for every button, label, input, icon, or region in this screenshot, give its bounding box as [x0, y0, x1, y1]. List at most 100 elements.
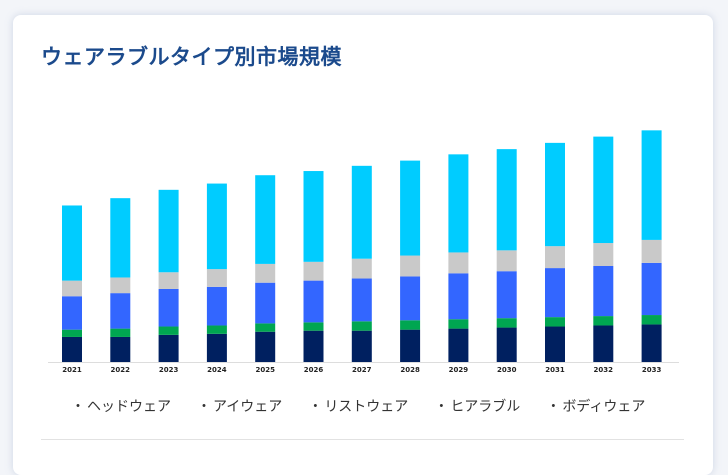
bar-segment-2024-0[interactable] — [206, 333, 227, 362]
bars-group — [62, 130, 662, 362]
bar-segment-2028-4[interactable] — [400, 160, 421, 256]
x-tick-label: 2027 — [352, 366, 372, 374]
bar-segment-2033-4[interactable] — [641, 130, 662, 240]
x-tick-label: 2030 — [497, 366, 517, 374]
x-tick-labels: 2021 2022 2023 2024 2025 2026 2027 2028 2029 2030… — [62, 366, 661, 374]
bar-segment-2027-1[interactable] — [351, 321, 372, 331]
divider — [41, 439, 684, 440]
bar-segment-2027-4[interactable] — [351, 165, 372, 259]
legend-label: アイウェア — [213, 399, 283, 415]
legend: ・ヘッドウェア ・アイウェア ・リストウェア ・ヒアラブル ・ボディウェア — [71, 396, 671, 416]
bar-segment-2033-1[interactable] — [641, 315, 662, 325]
x-tick-label: 2029 — [449, 366, 469, 374]
bar-segment-2022-4[interactable] — [110, 198, 131, 278]
bar-segment-2024-2[interactable] — [206, 286, 227, 326]
bar-segment-2026-4[interactable] — [303, 171, 324, 262]
legend-item-headwear[interactable]: ・ヘッドウェア — [71, 396, 171, 416]
bar-segment-2021-1[interactable] — [62, 329, 82, 337]
bar-segment-2026-3[interactable] — [303, 261, 324, 281]
bar-segment-2023-4[interactable] — [158, 189, 179, 273]
bar-segment-2031-1[interactable] — [545, 317, 565, 327]
bar-segment-2024-1[interactable] — [206, 325, 227, 334]
bar-segment-2027-3[interactable] — [351, 258, 372, 279]
bar-segment-2022-0[interactable] — [110, 336, 131, 362]
chart-card: ウェアラブルタイプ別市場規模 2021 2022 2023 2024 2025 2026 2… — [13, 15, 713, 475]
bar-segment-2029-4[interactable] — [448, 154, 469, 253]
bar-segment-2027-2[interactable] — [351, 278, 372, 322]
bar-segment-2030-1[interactable] — [496, 318, 517, 328]
x-tick-label: 2033 — [642, 366, 662, 374]
x-tick-label: 2022 — [111, 366, 131, 374]
bar-segment-2029-2[interactable] — [448, 273, 469, 320]
bar-segment-2031-0[interactable] — [545, 326, 565, 362]
bar-segment-2033-0[interactable] — [641, 324, 662, 362]
bar-segment-2033-3[interactable] — [641, 239, 662, 263]
bar-segment-2023-3[interactable] — [158, 272, 179, 289]
x-tick-label: 2026 — [304, 366, 324, 374]
bar-segment-2026-0[interactable] — [303, 330, 324, 362]
x-tick-label: 2025 — [255, 366, 275, 374]
legend-item-wristwear[interactable]: ・リストウェア — [308, 396, 408, 416]
legend-label: ヒアラブル — [450, 399, 521, 415]
legend-bullet: ・ — [197, 399, 211, 415]
bar-segment-2025-0[interactable] — [255, 331, 276, 362]
legend-item-bodywear[interactable]: ・ボディウェア — [546, 396, 645, 416]
bar-segment-2030-4[interactable] — [496, 149, 517, 251]
bar-segment-2021-4[interactable] — [62, 205, 82, 281]
bar-segment-2021-2[interactable] — [62, 296, 82, 330]
bar-segment-2030-0[interactable] — [496, 327, 517, 362]
bar-segment-2025-4[interactable] — [255, 175, 276, 264]
bar-segment-2025-3[interactable] — [255, 263, 276, 283]
bar-segment-2028-1[interactable] — [400, 320, 421, 330]
bar-segment-2032-4[interactable] — [593, 136, 614, 244]
x-tick-label: 2023 — [159, 366, 179, 374]
x-tick-label: 2024 — [207, 366, 227, 374]
bar-segment-2031-4[interactable] — [545, 142, 565, 247]
bar-segment-2021-3[interactable] — [62, 280, 82, 297]
bar-segment-2027-0[interactable] — [351, 330, 372, 362]
bar-segment-2026-2[interactable] — [303, 280, 324, 323]
bar-segment-2026-1[interactable] — [303, 322, 324, 331]
bar-segment-2021-0[interactable] — [62, 336, 82, 362]
legend-label: ヘッドウェア — [87, 399, 171, 415]
bar-segment-2022-1[interactable] — [110, 328, 131, 337]
bar-segment-2031-3[interactable] — [545, 246, 565, 269]
bar-segment-2023-0[interactable] — [158, 334, 179, 362]
x-tick-label: 2021 — [62, 366, 82, 374]
bar-segment-2029-0[interactable] — [448, 328, 469, 362]
bar-segment-2028-2[interactable] — [400, 276, 421, 321]
x-tick-label: 2031 — [545, 366, 565, 374]
bar-segment-2029-3[interactable] — [448, 252, 469, 274]
bar-segment-2025-2[interactable] — [255, 282, 276, 324]
bar-segment-2032-3[interactable] — [593, 243, 614, 266]
bar-segment-2023-1[interactable] — [158, 326, 179, 335]
stacked-bar-chart: 2021 2022 2023 2024 2025 2026 2027 2028 2029 2030… — [48, 130, 679, 374]
x-tick-label: 2028 — [400, 366, 420, 374]
bar-segment-2031-2[interactable] — [545, 268, 565, 318]
legend-label: ボディウェア — [562, 399, 646, 415]
bar-segment-2032-0[interactable] — [593, 325, 614, 362]
bar-segment-2022-2[interactable] — [110, 293, 131, 329]
bar-segment-2028-0[interactable] — [400, 329, 421, 362]
bar-segment-2030-3[interactable] — [496, 250, 517, 272]
bar-segment-2025-1[interactable] — [255, 323, 276, 332]
legend-label: リストウェア — [324, 399, 409, 415]
bar-segment-2022-3[interactable] — [110, 277, 131, 294]
bar-segment-2024-3[interactable] — [206, 269, 227, 287]
bar-segment-2033-2[interactable] — [641, 262, 662, 316]
legend-item-eyewear[interactable]: ・アイウェア — [197, 396, 282, 416]
bar-segment-2032-2[interactable] — [593, 266, 614, 317]
legend-item-hearables[interactable]: ・ヒアラブル — [434, 396, 520, 416]
bar-segment-2024-4[interactable] — [206, 183, 227, 270]
legend-bullet: ・ — [546, 399, 561, 415]
chart-title: ウェアラブルタイプ別市場規模 — [41, 45, 342, 69]
bar-segment-2028-3[interactable] — [400, 255, 421, 277]
bar-segment-2032-1[interactable] — [593, 316, 614, 326]
bar-segment-2023-2[interactable] — [158, 288, 179, 327]
legend-bullet: ・ — [71, 399, 85, 415]
bar-segment-2029-1[interactable] — [448, 319, 469, 329]
bar-segment-2030-2[interactable] — [496, 271, 517, 319]
x-tick-label: 2032 — [594, 366, 614, 374]
legend-bullet: ・ — [434, 399, 449, 415]
legend-bullet: ・ — [308, 399, 323, 415]
